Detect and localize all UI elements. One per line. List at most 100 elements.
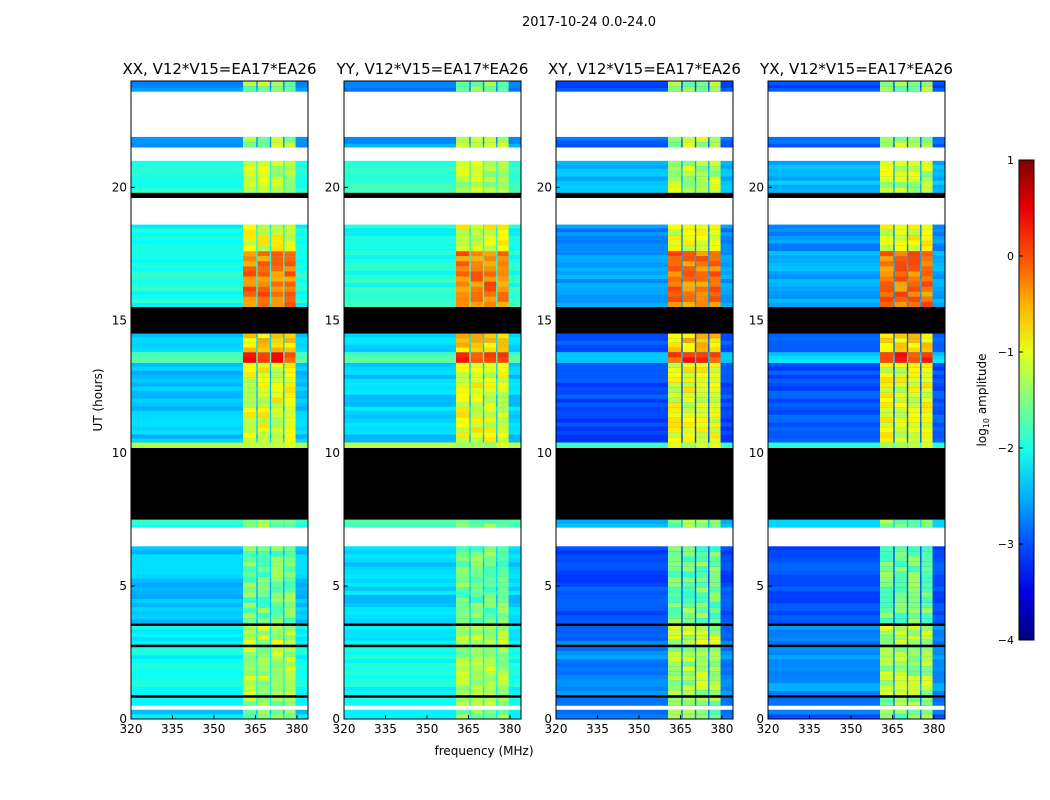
data-row — [131, 294, 308, 299]
bright-channel-cell — [908, 597, 921, 603]
bright-channel-cell — [908, 387, 921, 393]
data-row — [131, 629, 308, 634]
bright-channel-cell — [456, 182, 470, 188]
data-row — [768, 160, 945, 165]
bright-channel-cell — [271, 647, 284, 653]
bright-channel-cell — [668, 647, 682, 653]
bright-channel-cell — [271, 417, 284, 423]
data-row — [556, 255, 733, 260]
data-row — [344, 390, 521, 395]
bright-channel-cell — [921, 352, 933, 358]
bright-channel-cell — [243, 271, 257, 277]
data-row — [131, 637, 308, 641]
data-row — [768, 232, 945, 236]
bright-channel-cell — [921, 523, 933, 528]
data-row — [556, 651, 733, 656]
bright-channel-cell — [484, 523, 497, 528]
bright-channel-cell — [284, 266, 296, 272]
y-tick-label: 0 — [119, 712, 127, 726]
bright-channel-cell — [894, 338, 907, 343]
bright-channel-cell — [257, 519, 270, 524]
bright-channel-cell — [484, 81, 497, 87]
bright-channel-cell — [696, 372, 709, 378]
bright-channel-cell — [243, 613, 257, 619]
bright-channel-cell — [682, 630, 695, 636]
bright-channel-cell — [709, 281, 721, 287]
bright-channel-cell — [243, 607, 257, 614]
bright-channel-cell — [470, 86, 483, 92]
data-row — [768, 578, 945, 583]
bright-channel-cell — [470, 352, 483, 358]
bright-channel-cell — [908, 166, 921, 172]
bright-channel-cell — [271, 276, 284, 282]
x-tick-label: 320 — [120, 722, 143, 736]
bright-channel-cell — [894, 382, 907, 388]
x-tick-label: 380 — [710, 722, 733, 736]
bright-channel-cell — [880, 647, 894, 653]
bright-channel-cell — [470, 382, 483, 388]
bright-channel-cell — [668, 709, 682, 715]
bright-channel-cell — [284, 301, 296, 307]
bright-channel-cell — [271, 256, 284, 262]
data-row — [768, 283, 945, 288]
bright-channel-cell — [921, 251, 933, 257]
data-row — [131, 359, 308, 363]
data-row — [344, 259, 521, 264]
bright-channel-cell — [470, 437, 483, 443]
bright-channel-cell — [880, 656, 894, 662]
bright-channel-cell — [668, 276, 682, 282]
data-row — [131, 709, 308, 715]
bright-channel-cell — [470, 367, 483, 373]
bright-channel-cell — [668, 402, 682, 408]
bright-channel-cell — [696, 523, 709, 528]
data-row — [344, 172, 521, 177]
bright-channel-cell — [470, 422, 483, 428]
bright-channel-cell — [456, 136, 470, 143]
bright-channel-cell — [470, 618, 483, 624]
bright-channel-cell — [709, 166, 721, 172]
bright-channel-cell — [271, 387, 284, 393]
bright-channel-cell — [243, 276, 257, 282]
bright-channel-cell — [908, 587, 921, 593]
bright-channel-cell — [696, 397, 709, 403]
bright-channel-cell — [709, 647, 721, 653]
bright-channel-cell — [696, 546, 709, 552]
bright-channel-cell — [470, 661, 483, 667]
bright-channel-cell — [497, 347, 509, 353]
bright-channel-cell — [497, 685, 509, 691]
colorbar-tick-label: −4 — [998, 634, 1014, 647]
bright-channel-cell — [484, 338, 497, 343]
data-row — [131, 164, 308, 169]
bright-channel-cell — [497, 709, 509, 715]
bright-channel-cell — [921, 160, 933, 167]
bright-channel-cell — [696, 136, 709, 143]
bright-channel-cell — [709, 417, 721, 423]
data-row — [556, 279, 733, 284]
data-row — [768, 629, 945, 634]
bright-channel-cell — [894, 652, 907, 657]
panel-title: XX, V12*V15=EA17*EA26 — [122, 60, 316, 78]
bright-channel-cell — [682, 176, 695, 183]
bright-channel-cell — [682, 342, 695, 348]
bright-channel-cell — [470, 251, 483, 257]
bright-channel-cell — [271, 367, 284, 373]
bright-channel-cell — [921, 582, 933, 588]
bright-channel-cell — [470, 551, 483, 557]
bright-channel-cell — [284, 387, 296, 393]
bright-channel-cell — [668, 387, 682, 393]
bright-channel-cell — [921, 136, 933, 143]
bright-channel-cell — [271, 377, 284, 383]
panel-title: YY, V12*V15=EA17*EA26 — [336, 60, 529, 78]
bright-channel-cell — [696, 229, 709, 236]
bright-channel-cell — [668, 618, 682, 624]
bright-channel-cell — [243, 661, 257, 667]
bright-channel-cell — [284, 382, 296, 388]
data-row — [131, 362, 308, 367]
bright-channel-cell — [470, 652, 483, 657]
data-row — [344, 337, 521, 341]
bright-channel-cell — [257, 256, 270, 262]
bright-channel-cell — [271, 561, 284, 567]
bright-channel-cell — [497, 437, 509, 443]
bright-channel-cell — [456, 142, 470, 148]
bright-channel-cell — [284, 647, 296, 653]
